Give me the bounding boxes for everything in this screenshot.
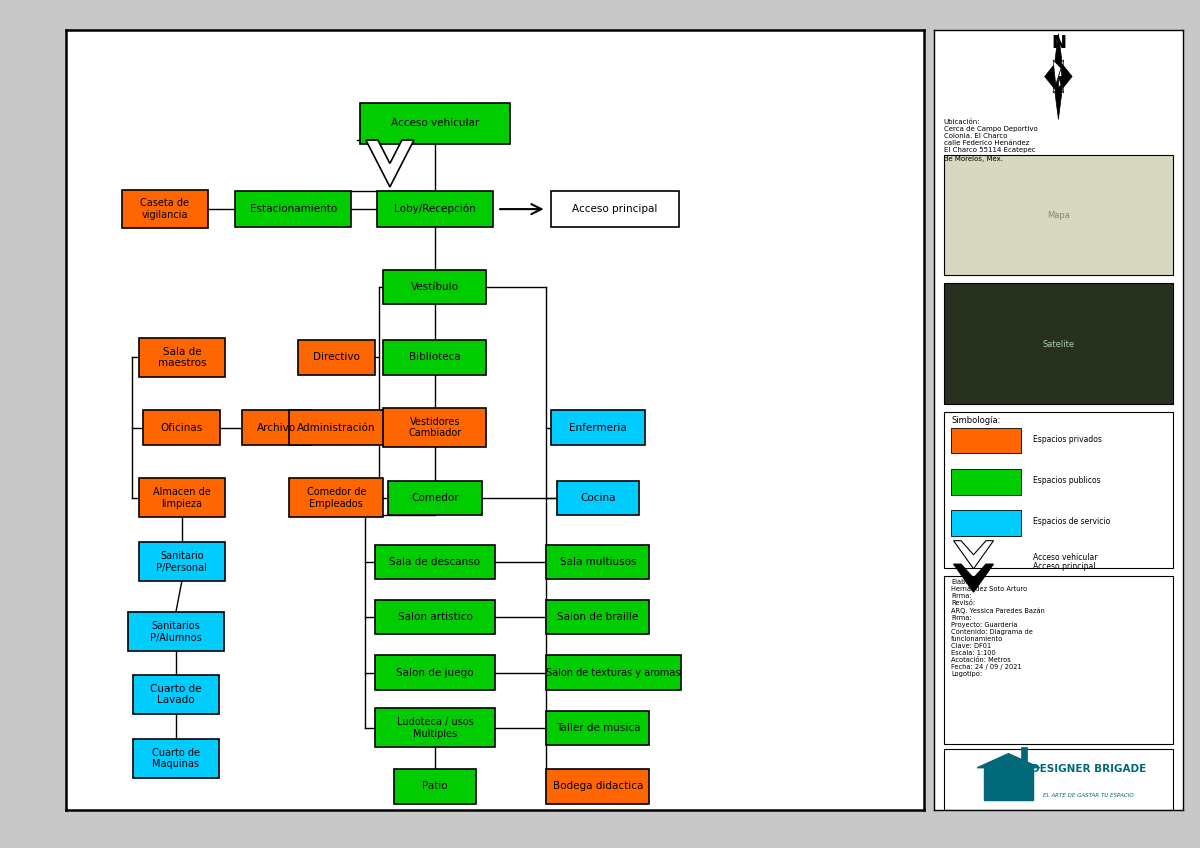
- FancyBboxPatch shape: [384, 340, 486, 375]
- Polygon shape: [1052, 34, 1064, 76]
- Text: Simbología:: Simbología:: [952, 416, 1001, 425]
- Text: Espacios privados: Espacios privados: [1033, 435, 1103, 444]
- Text: Espacios de servicio: Espacios de servicio: [1033, 517, 1111, 527]
- Text: Estacionamiento: Estacionamiento: [250, 204, 337, 214]
- Text: Ubicación:
Cerca de Campo Deportivo
Colonia. El Charco
calle Federico Henández
E: Ubicación: Cerca de Campo Deportivo Colo…: [943, 120, 1037, 162]
- FancyBboxPatch shape: [298, 340, 374, 375]
- FancyBboxPatch shape: [384, 408, 486, 447]
- Polygon shape: [1056, 68, 1063, 93]
- Text: Directivo: Directivo: [313, 353, 360, 362]
- Polygon shape: [1054, 60, 1061, 85]
- FancyBboxPatch shape: [943, 283, 1174, 404]
- FancyBboxPatch shape: [374, 600, 496, 634]
- FancyBboxPatch shape: [952, 510, 1021, 536]
- Text: Sala multiusos: Sala multiusos: [559, 557, 636, 566]
- FancyBboxPatch shape: [121, 191, 208, 228]
- FancyBboxPatch shape: [952, 427, 1021, 454]
- Polygon shape: [1045, 59, 1058, 93]
- FancyBboxPatch shape: [360, 103, 510, 143]
- Text: Sala de descanso: Sala de descanso: [390, 557, 480, 566]
- Polygon shape: [977, 754, 1039, 767]
- Text: Almacen de
limpieza: Almacen de limpieza: [152, 487, 211, 509]
- FancyBboxPatch shape: [289, 478, 384, 517]
- Polygon shape: [1052, 76, 1064, 120]
- Text: Acceso principal: Acceso principal: [1033, 562, 1096, 571]
- Text: Salon de braille: Salon de braille: [557, 612, 638, 622]
- Text: Salon de juego: Salon de juego: [396, 667, 474, 678]
- Text: Cuarto de
Maquinas: Cuarto de Maquinas: [152, 748, 200, 769]
- Text: Sanitario
P/Personal: Sanitario P/Personal: [156, 551, 208, 572]
- Polygon shape: [1056, 60, 1063, 85]
- Polygon shape: [1021, 746, 1027, 767]
- Text: Elaboró:
Hernández Soto Arturo
Firma:
Revisó:
ARQ. Yessica Paredes Bazán
Firma:
: Elaboró: Hernández Soto Arturo Firma: Re…: [952, 579, 1045, 677]
- FancyBboxPatch shape: [377, 191, 493, 227]
- FancyBboxPatch shape: [388, 481, 482, 515]
- FancyBboxPatch shape: [374, 708, 496, 747]
- Text: Bodega didactica: Bodega didactica: [553, 782, 643, 791]
- Text: Taller de musica: Taller de musica: [556, 723, 641, 733]
- Text: Mapa: Mapa: [1046, 211, 1070, 220]
- Text: Acceso principal: Acceso principal: [572, 204, 658, 214]
- Polygon shape: [1058, 59, 1072, 93]
- Text: EL ARTE DE GASTAR TU ESPACIO: EL ARTE DE GASTAR TU ESPACIO: [1043, 793, 1134, 798]
- FancyBboxPatch shape: [289, 410, 384, 444]
- Text: N: N: [1051, 34, 1066, 52]
- Text: Salon de texturas y aromas: Salon de texturas y aromas: [546, 667, 680, 678]
- Text: Loby/Recepción: Loby/Recepción: [394, 204, 476, 215]
- Text: Acceso vehicular: Acceso vehicular: [1033, 554, 1098, 562]
- Text: Enfermeria: Enfermeria: [569, 422, 626, 432]
- FancyBboxPatch shape: [943, 749, 1174, 810]
- Text: Administración: Administración: [298, 422, 376, 432]
- FancyBboxPatch shape: [127, 612, 224, 651]
- Text: Ludoteca / usos
Multiples: Ludoteca / usos Multiples: [396, 717, 473, 739]
- FancyBboxPatch shape: [374, 544, 496, 579]
- FancyBboxPatch shape: [557, 481, 638, 515]
- FancyBboxPatch shape: [551, 191, 679, 227]
- Text: Comedor: Comedor: [412, 493, 458, 503]
- Text: Sanitarios
P/Alumnos: Sanitarios P/Alumnos: [150, 622, 202, 643]
- FancyBboxPatch shape: [546, 656, 682, 689]
- Text: Espacios publicos: Espacios publicos: [1033, 476, 1102, 485]
- FancyBboxPatch shape: [943, 576, 1174, 744]
- FancyBboxPatch shape: [143, 410, 221, 444]
- Text: Patio: Patio: [422, 782, 448, 791]
- Text: Comedor de
Empleados: Comedor de Empleados: [306, 487, 366, 509]
- FancyBboxPatch shape: [546, 600, 649, 634]
- FancyBboxPatch shape: [133, 675, 218, 714]
- Text: DESIGNER BRIGADE: DESIGNER BRIGADE: [1031, 764, 1146, 774]
- Text: Archivo: Archivo: [257, 422, 295, 432]
- Text: Oficinas: Oficinas: [161, 422, 203, 432]
- Text: Cuarto de
Lavado: Cuarto de Lavado: [150, 683, 202, 706]
- FancyBboxPatch shape: [133, 739, 218, 778]
- FancyBboxPatch shape: [394, 769, 475, 804]
- Text: Vestíbulo: Vestíbulo: [410, 282, 458, 292]
- Polygon shape: [954, 541, 994, 569]
- FancyBboxPatch shape: [952, 469, 1021, 494]
- Polygon shape: [1054, 68, 1061, 93]
- Text: Caseta de
vigilancia: Caseta de vigilancia: [140, 198, 190, 220]
- Polygon shape: [954, 564, 994, 592]
- Text: Biblioteca: Biblioteca: [409, 353, 461, 362]
- FancyBboxPatch shape: [384, 270, 486, 304]
- Text: Sala de
maestros: Sala de maestros: [157, 347, 206, 368]
- Text: Vestidores
Cambiador: Vestidores Cambiador: [408, 416, 462, 438]
- FancyBboxPatch shape: [139, 478, 224, 517]
- Text: Satelite: Satelite: [1043, 339, 1074, 349]
- FancyBboxPatch shape: [546, 769, 649, 804]
- FancyBboxPatch shape: [242, 410, 311, 444]
- FancyBboxPatch shape: [235, 191, 352, 227]
- FancyBboxPatch shape: [943, 154, 1174, 276]
- FancyBboxPatch shape: [546, 544, 649, 579]
- Text: Acceso vehicular: Acceso vehicular: [391, 119, 479, 128]
- FancyBboxPatch shape: [551, 410, 646, 444]
- FancyBboxPatch shape: [374, 656, 496, 689]
- Text: Cocina: Cocina: [581, 493, 616, 503]
- Polygon shape: [366, 140, 414, 187]
- FancyBboxPatch shape: [139, 542, 224, 581]
- Polygon shape: [984, 767, 1033, 801]
- FancyBboxPatch shape: [943, 412, 1174, 568]
- FancyBboxPatch shape: [546, 711, 649, 745]
- FancyBboxPatch shape: [139, 338, 224, 377]
- Text: Salon artistico: Salon artistico: [397, 612, 473, 622]
